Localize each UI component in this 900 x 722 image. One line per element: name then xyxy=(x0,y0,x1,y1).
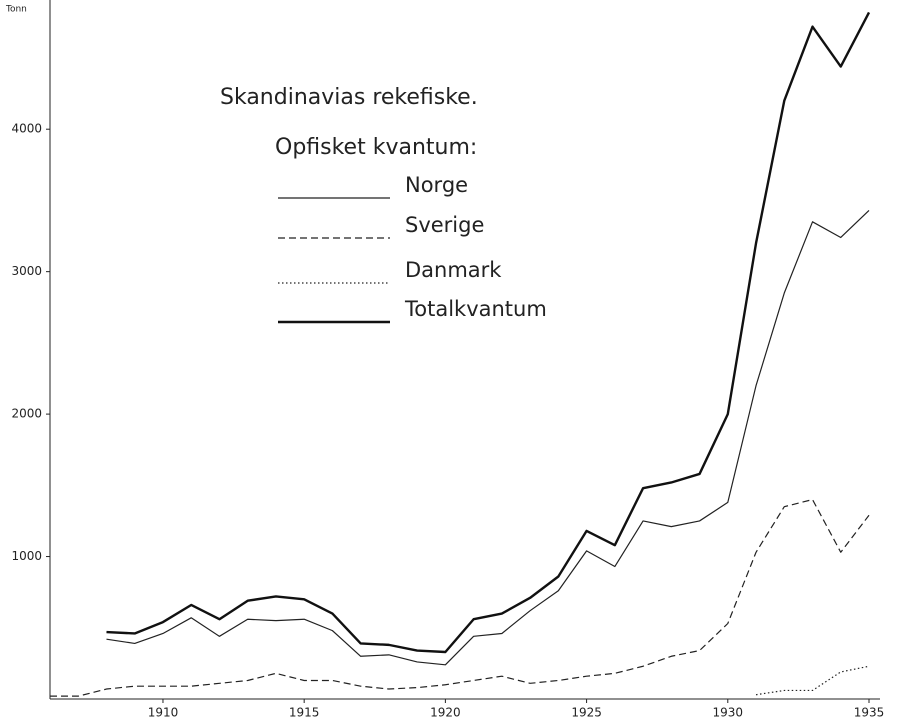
legend-label: Norge xyxy=(405,173,468,197)
series-line xyxy=(106,11,871,654)
x-tick-label: 1910 xyxy=(148,706,179,720)
x-tick-label: 1920 xyxy=(430,706,461,720)
chart-subtitle: Opfisket kvantum: xyxy=(275,135,477,160)
legend-label: Danmark xyxy=(405,258,502,282)
series-line xyxy=(106,209,870,666)
legend-label: Totalkvantum xyxy=(404,297,547,321)
chart-title: Skandinavias rekefiske. xyxy=(220,85,478,110)
series-line xyxy=(50,498,870,697)
y-tick-label: 4000 xyxy=(11,122,42,136)
y-axis-label: Tonn xyxy=(5,5,27,15)
legend-label: Sverige xyxy=(405,213,484,237)
x-tick-label: 1935 xyxy=(854,706,885,720)
x-tick-label: 1915 xyxy=(289,706,320,720)
y-tick-label: 2000 xyxy=(11,407,42,421)
y-tick-label: 1000 xyxy=(11,549,42,563)
y-tick-label: 3000 xyxy=(11,264,42,278)
x-tick-label: 1930 xyxy=(713,706,744,720)
series-line xyxy=(755,665,870,696)
x-tick-label: 1925 xyxy=(571,706,602,720)
